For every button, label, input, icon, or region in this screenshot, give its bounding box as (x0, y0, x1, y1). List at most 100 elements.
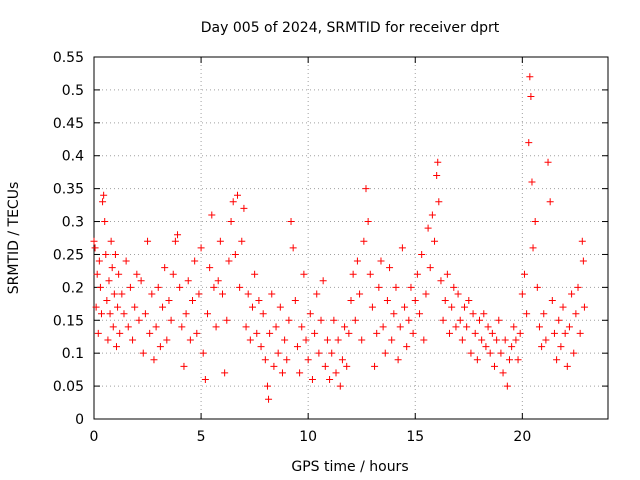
data-point (351, 316, 359, 324)
data-point (93, 270, 101, 278)
data-point (159, 303, 167, 311)
x-tick-label: 0 (90, 429, 99, 445)
data-point (165, 297, 173, 305)
data-point (261, 356, 269, 364)
data-point (461, 303, 469, 311)
data-point (257, 343, 265, 351)
data-point (420, 336, 428, 344)
data-point (169, 270, 177, 278)
data-point (531, 218, 539, 226)
data-point (544, 158, 552, 166)
data-point (154, 283, 162, 291)
data-point (124, 323, 132, 331)
data-point (330, 316, 338, 324)
data-point (353, 257, 361, 265)
data-point (186, 336, 194, 344)
data-point (362, 185, 370, 193)
data-point (197, 244, 205, 252)
data-point (156, 343, 164, 351)
y-tick-labels: 0 0.05 0.1 0.15 0.2 0.25 0.3 0.35 0.4 0.45 0.5 0.55 (53, 50, 84, 428)
y-tick-label: 0.45 (53, 116, 84, 132)
data-point (321, 362, 329, 370)
data-point (570, 349, 578, 357)
data-point (274, 349, 282, 357)
data-point (476, 316, 483, 324)
data-point (109, 323, 117, 331)
data-point (120, 310, 128, 318)
data-point (92, 303, 100, 311)
data-point (488, 329, 496, 337)
data-point (341, 323, 349, 331)
data-point (289, 244, 297, 252)
data-point (557, 343, 565, 351)
x-tick-label: 5 (197, 429, 206, 445)
data-point (345, 329, 353, 337)
data-point (565, 323, 573, 331)
data-point (328, 349, 336, 357)
data-point (270, 362, 278, 370)
data-point (454, 290, 462, 298)
data-point (112, 343, 120, 351)
data-point (263, 382, 271, 390)
data-point (225, 257, 233, 265)
x-tick-label: 15 (406, 429, 424, 445)
y-tick-label: 0.5 (62, 83, 84, 99)
x-tick-label: 20 (513, 429, 531, 445)
x-axis-label: GPS time / hours (291, 459, 408, 475)
axis-ticks (93, 56, 608, 420)
data-point (555, 316, 563, 324)
data-point (343, 362, 351, 370)
data-point (139, 349, 147, 357)
data-point (520, 270, 528, 278)
data-point (108, 264, 116, 272)
data-point (300, 270, 308, 278)
data-point (434, 158, 442, 166)
data-point (278, 369, 286, 377)
data-point (126, 283, 134, 291)
data-point (223, 316, 231, 324)
y-tick-label: 0.2 (62, 280, 84, 296)
data-point (533, 283, 541, 291)
data-point (563, 362, 571, 370)
data-point (469, 310, 477, 318)
data-point (467, 349, 475, 357)
data-point (216, 237, 224, 245)
data-point (535, 323, 543, 331)
data-point (167, 316, 175, 324)
data-point (115, 270, 123, 278)
data-point (298, 323, 306, 331)
data-point (332, 369, 340, 377)
data-point (146, 329, 154, 337)
data-point (204, 310, 212, 318)
data-point (161, 264, 169, 272)
data-point (364, 218, 372, 226)
data-point (319, 277, 327, 285)
data-point (97, 310, 105, 318)
data-point (208, 211, 216, 219)
data-point (505, 356, 513, 364)
data-point (383, 297, 391, 305)
data-point (214, 277, 222, 285)
data-point (195, 290, 203, 298)
chart-title: Day 005 of 2024, SRMTID for receiver dpr… (201, 20, 500, 36)
data-point (227, 218, 235, 226)
data-point (465, 297, 473, 305)
data-point (193, 329, 201, 337)
data-point (255, 297, 263, 305)
data-point (244, 290, 252, 298)
data-point (413, 270, 421, 278)
data-point (221, 369, 229, 377)
data-point (306, 310, 314, 318)
data-point (403, 343, 411, 351)
data-point (219, 290, 226, 298)
data-point (503, 382, 511, 390)
data-point (106, 310, 114, 318)
data-point (231, 250, 239, 258)
data-point (426, 264, 434, 272)
data-point (458, 336, 466, 344)
data-point (356, 290, 364, 298)
data-point (358, 336, 366, 344)
data-point (550, 329, 558, 337)
data-point (152, 323, 160, 331)
y-tick-label: 0.55 (53, 50, 84, 66)
